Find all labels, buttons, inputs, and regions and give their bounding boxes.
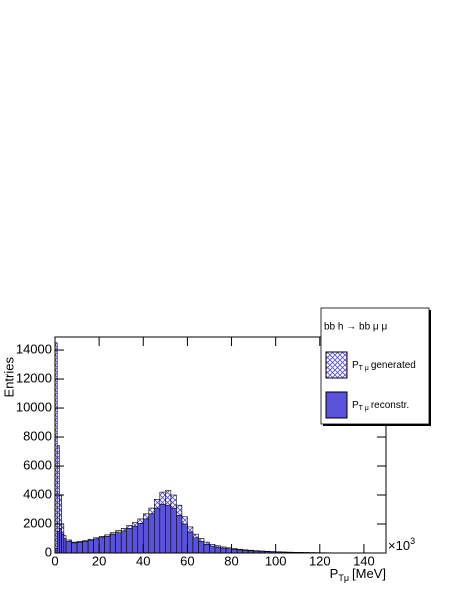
x-tick-label: 120 [309,553,331,568]
legend-label-rest: generated [371,360,416,371]
histogram-bar [225,548,232,554]
legend-label-main: P [352,400,359,411]
histogram-bar [187,531,194,554]
histogram-bar [104,536,111,554]
histogram-bar [56,530,60,554]
y-tick-label: 12000 [16,370,52,385]
histogram-bar [115,532,122,554]
histogram-bar [181,523,188,554]
histogram-bar [87,539,94,554]
y-tick-label: 0 [45,544,52,559]
legend-label-sub: T μ [359,405,369,412]
legend-label-rest: reconstr. [371,400,409,411]
x-tick-label: 140 [353,553,375,568]
x-tick-label: 80 [224,553,238,568]
histogram-bar [76,541,83,554]
x-multiplier: ×103 [388,536,415,553]
histogram-bar [142,518,150,554]
histogram-bar [176,515,183,554]
x-tick-label: 0 [51,553,58,568]
histogram-bar [109,534,116,554]
histogram-bar [154,507,161,554]
x-axis-title: PTμ [MeV] [330,566,386,583]
y-tick-label: 4000 [23,486,52,501]
histogram-bar [65,541,72,554]
x-multiplier-exp: 3 [410,536,415,546]
x-tick-label: 20 [92,553,106,568]
x-tick-label: 100 [265,553,287,568]
histogram-bar [198,541,205,554]
histogram-bar [148,513,155,554]
histogram-bar [120,530,128,554]
histogram-bar [214,546,221,554]
x-title-sub: Tμ [338,573,349,583]
x-tick-label: 40 [136,553,150,568]
plot-frame [54,336,387,554]
y-tick-label: 6000 [23,457,52,472]
y-tick-label: 10000 [16,399,52,414]
y-tick-label: 8000 [23,428,52,443]
histogram-bar [203,544,210,554]
x-multiplier-base: ×10 [388,538,410,553]
histogram-bar [159,504,166,554]
histogram-bar [209,545,216,554]
histogram-bar [131,525,139,554]
histogram-bar [170,507,177,554]
histogram-bar [220,547,227,554]
y-axis-title: Entries [1,357,16,398]
histogram-bar [98,537,105,554]
x-tick-label: 60 [180,553,194,568]
legend-title: bb h → bb μ μ [324,322,387,333]
legend-swatch [325,391,348,419]
legend-swatch [325,351,348,379]
histogram-bar [192,537,199,554]
legend-label: PT μ generated [352,360,416,372]
x-title-rest: [MeV] [352,566,386,581]
histogram-bar [63,538,67,554]
x-title-main: P [330,566,339,581]
histogram-bar [93,538,100,554]
legend-label-main: P [352,360,359,371]
histogram-bar [59,528,62,554]
histogram-bar [165,504,172,554]
y-tick-label: 14000 [16,341,52,356]
histogram-bar [61,533,65,554]
histogram-bar [82,541,89,554]
y-tick-label: 2000 [23,515,52,530]
legend-label-sub: T μ [359,365,369,372]
histogram-bar [126,528,133,554]
histogram-bar [137,522,144,554]
legend-label: PT μ reconstr. [352,400,409,412]
histogram-bar [71,542,78,554]
